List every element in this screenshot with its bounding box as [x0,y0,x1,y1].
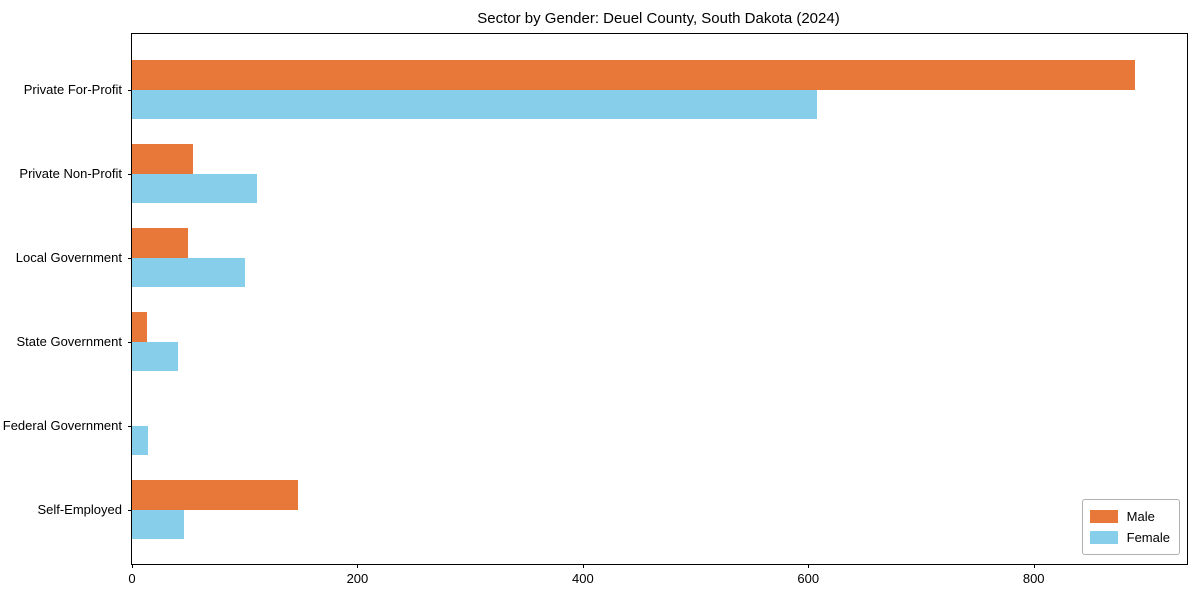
legend-entry-female: Female [1089,527,1170,548]
legend-swatch-male [1089,510,1118,523]
bar-female-1 [132,90,817,119]
x-tick-label: 200 [346,571,369,586]
legend-entry-male: Male [1089,506,1170,527]
bar-female-4 [132,342,178,371]
legend: Male Female [1081,499,1180,555]
y-tick-mark [128,510,132,511]
x-tick-mark [808,564,810,568]
bar-female-3 [132,258,245,287]
y-tick-mark [128,174,132,175]
legend-swatch-female [1089,531,1118,544]
plot-area: Private For-Profit Private Non-Profit Loca… [3,33,1188,586]
y-tick-label: Self-Employed [37,502,122,517]
bar-female-5 [132,426,148,455]
x-tick-mark [582,564,584,568]
legend-label: Female [1126,530,1170,545]
bar-male-1 [132,60,1135,90]
x-tick-label: 400 [571,571,594,586]
x-tick-mark [357,564,359,568]
x-tick-label: 600 [797,571,820,586]
y-tick-label: Private Non-Profit [19,166,122,181]
y-tick-label: Private For-Profit [23,82,122,97]
bar-female-2 [132,174,257,203]
bar-male-6 [132,480,298,510]
y-tick-label: Federal Government [2,418,122,433]
y-tick-mark [128,342,132,343]
bar-male-2 [132,144,193,174]
bar-male-4 [132,312,147,342]
bar-male-3 [132,228,188,258]
y-tick-mark [128,258,132,259]
y-tick-mark [128,90,132,91]
bar-female-6 [132,510,184,539]
y-tick-label: Local Government [15,250,122,265]
x-tick-label: 0 [128,571,136,586]
x-tick-mark [1033,564,1035,568]
x-tick-mark [132,564,133,568]
chart-title: Sector by Gender: Deuel County, South Da… [477,10,840,27]
y-tick-label: State Government [16,334,123,349]
x-tick-label: 800 [1022,571,1045,586]
legend-label: Male [1126,509,1155,524]
y-tick-mark [128,426,132,427]
